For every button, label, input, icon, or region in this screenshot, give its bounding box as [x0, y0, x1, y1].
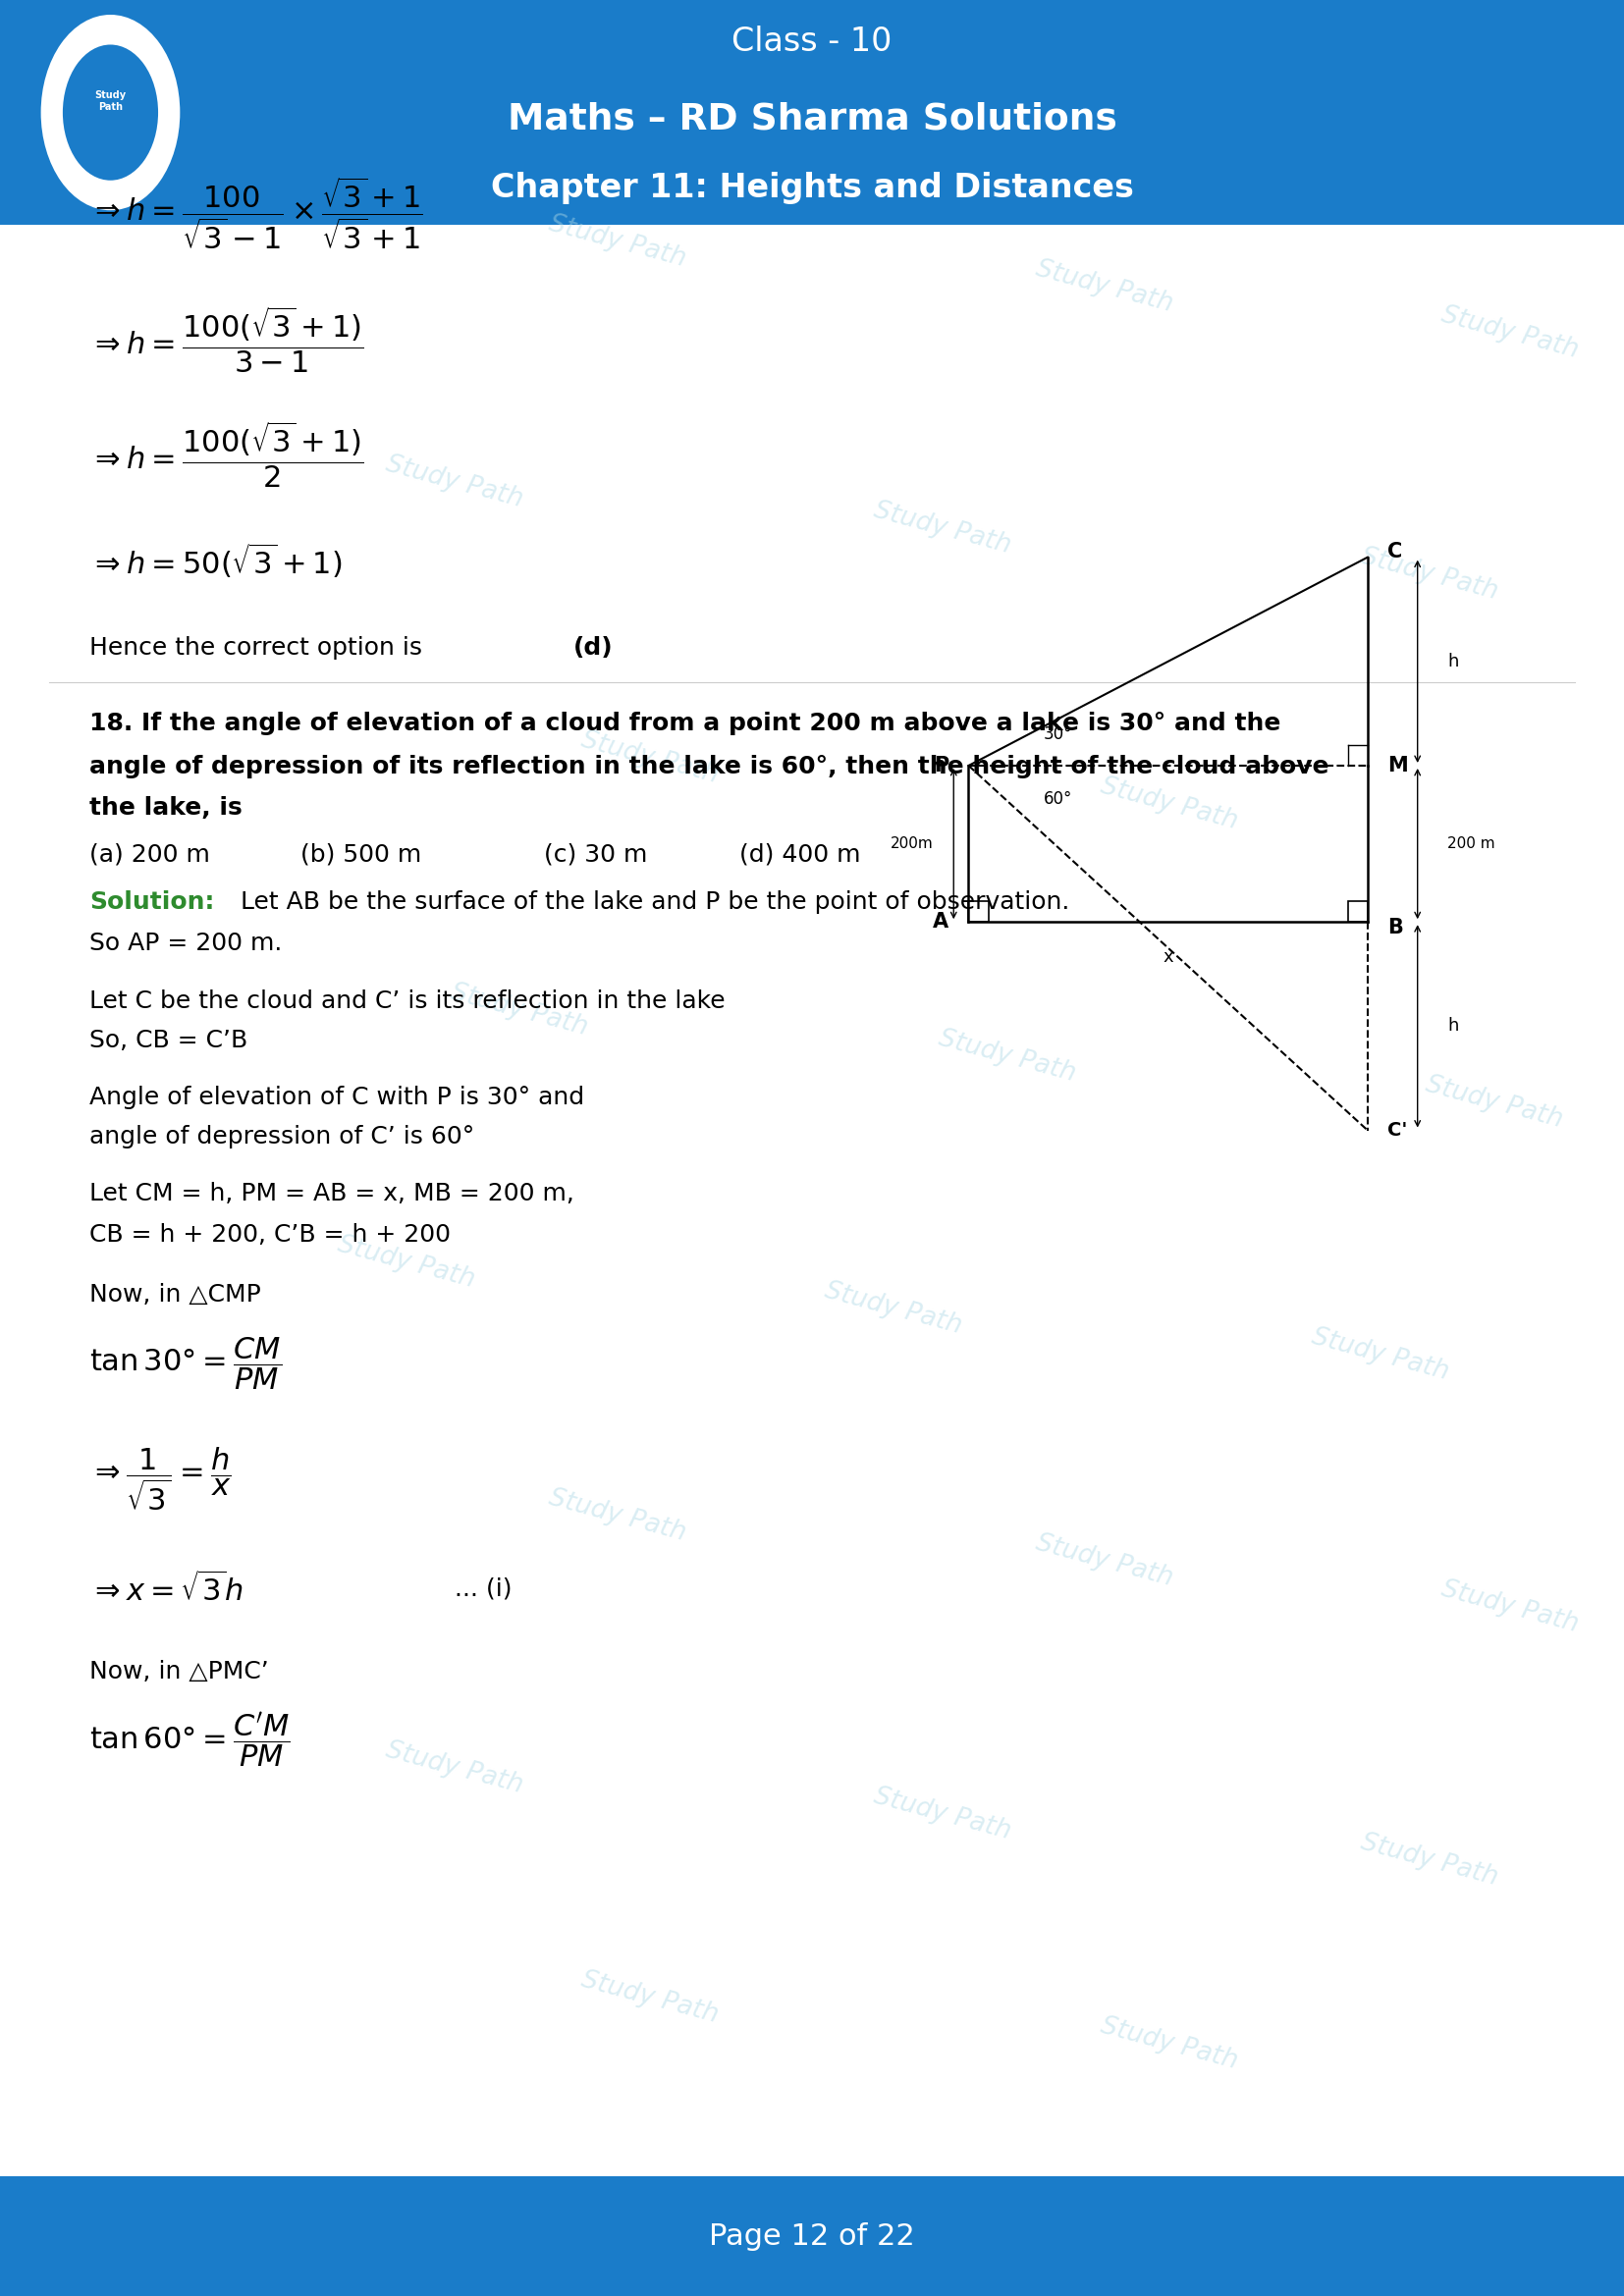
Text: $\Rightarrow h = \dfrac{100}{\sqrt{3}-1} \times \dfrac{\sqrt{3}+1}{\sqrt{3}+1}$: $\Rightarrow h = \dfrac{100}{\sqrt{3}-1}…	[89, 174, 422, 253]
Text: Maths – RD Sharma Solutions: Maths – RD Sharma Solutions	[507, 101, 1117, 138]
Text: $\tan 30° = \dfrac{CM}{PM}$: $\tan 30° = \dfrac{CM}{PM}$	[89, 1336, 283, 1391]
Text: $\tan 60° = \dfrac{C'M}{PM}$: $\tan 60° = \dfrac{C'M}{PM}$	[89, 1711, 291, 1770]
Text: $\Rightarrow \dfrac{1}{\sqrt{3}} = \dfrac{h}{x}$: $\Rightarrow \dfrac{1}{\sqrt{3}} = \dfra…	[89, 1444, 231, 1513]
Text: Study Path: Study Path	[448, 980, 591, 1040]
Text: Chapter 11: Heights and Distances: Chapter 11: Heights and Distances	[490, 172, 1134, 204]
Text: Study Path: Study Path	[1358, 1830, 1501, 1890]
Text: Study Path: Study Path	[935, 1026, 1078, 1086]
Text: Study Path: Study Path	[546, 1486, 689, 1545]
Text: angle of depression of its reflection in the lake is 60°, then the height of the: angle of depression of its reflection in…	[89, 755, 1328, 778]
Text: Study Path: Study Path	[1033, 1531, 1176, 1591]
Text: Study Path: Study Path	[1098, 2014, 1241, 2073]
Text: 60°: 60°	[1044, 790, 1072, 808]
Text: Let CM = h, PM = AB = x, MB = 200 m,: Let CM = h, PM = AB = x, MB = 200 m,	[89, 1182, 575, 1205]
Text: CB = h + 200, C’B = h + 200: CB = h + 200, C’B = h + 200	[89, 1224, 450, 1247]
Text: M: M	[1387, 755, 1408, 776]
Text: Study Path: Study Path	[1033, 257, 1176, 317]
Text: Study Path: Study Path	[335, 1233, 477, 1293]
Text: 200 m: 200 m	[1447, 836, 1496, 852]
Text: Study Path: Study Path	[1098, 774, 1241, 833]
Text: the lake, is: the lake, is	[89, 797, 242, 820]
Text: angle of depression of C’ is 60°: angle of depression of C’ is 60°	[89, 1125, 474, 1148]
Text: Study Path: Study Path	[578, 728, 721, 788]
Text: Study Path: Study Path	[383, 1738, 526, 1798]
Text: Study Path: Study Path	[383, 452, 526, 512]
Text: h: h	[1447, 652, 1458, 670]
Text: (d) 400 m: (d) 400 m	[739, 843, 861, 866]
Text: C': C'	[1387, 1120, 1408, 1139]
Text: Class - 10: Class - 10	[732, 25, 892, 57]
Text: Page 12 of 22: Page 12 of 22	[710, 2223, 914, 2250]
Text: $\Rightarrow x = \sqrt{3}h$: $\Rightarrow x = \sqrt{3}h$	[89, 1570, 244, 1607]
Text: Let AB be the surface of the lake and P be the point of observation.: Let AB be the surface of the lake and P …	[240, 891, 1070, 914]
Text: $\Rightarrow h = \dfrac{100(\sqrt{3}+1)}{3-1}$: $\Rightarrow h = \dfrac{100(\sqrt{3}+1)}…	[89, 305, 364, 374]
Text: $\Rightarrow h = \dfrac{100(\sqrt{3}+1)}{2}$: $\Rightarrow h = \dfrac{100(\sqrt{3}+1)}…	[89, 420, 364, 489]
Text: Study Path: Study Path	[578, 1968, 721, 2027]
Text: So AP = 200 m.: So AP = 200 m.	[89, 932, 283, 955]
Text: (c) 30 m: (c) 30 m	[544, 843, 648, 866]
Bar	[968, 900, 989, 923]
Text: Now, in △PMC’: Now, in △PMC’	[89, 1660, 268, 1683]
Text: Now, in △CMP: Now, in △CMP	[89, 1283, 261, 1306]
Bar	[0, 0, 1624, 225]
Text: B: B	[1387, 918, 1403, 937]
Text: So, CB = C’B: So, CB = C’B	[89, 1029, 247, 1052]
Text: Study Path: Study Path	[546, 211, 689, 271]
Text: ... (i): ... (i)	[455, 1577, 512, 1600]
Text: Study Path: Study Path	[822, 1279, 965, 1339]
Text: (d): (d)	[573, 636, 614, 659]
Text: 30°: 30°	[1044, 726, 1072, 744]
Text: A: A	[932, 912, 948, 932]
Text: Study Path: Study Path	[870, 1784, 1013, 1844]
Text: $\Rightarrow h = 50(\sqrt{3}+1)$: $\Rightarrow h = 50(\sqrt{3}+1)$	[89, 540, 343, 581]
Text: 18. If the angle of elevation of a cloud from a point 200 m above a lake is 30° : 18. If the angle of elevation of a cloud…	[89, 712, 1281, 735]
Text: Study Path: Study Path	[1423, 1072, 1566, 1132]
Text: (a) 200 m: (a) 200 m	[89, 843, 209, 866]
Text: Study Path: Study Path	[1439, 1577, 1582, 1637]
Text: P: P	[934, 755, 948, 776]
Text: Study Path: Study Path	[1439, 303, 1582, 363]
Text: Study Path: Study Path	[1309, 1325, 1452, 1384]
Bar	[0, 2177, 1624, 2296]
Text: (b) 500 m: (b) 500 m	[300, 843, 422, 866]
Text: Solution:: Solution:	[89, 891, 214, 914]
Text: Study Path: Study Path	[1358, 544, 1501, 604]
Text: Let C be the cloud and C’ is its reflection in the lake: Let C be the cloud and C’ is its reflect…	[89, 990, 726, 1013]
Circle shape	[42, 16, 179, 209]
Circle shape	[62, 44, 159, 181]
Text: x: x	[1163, 948, 1173, 967]
Text: Study Path: Study Path	[870, 498, 1013, 558]
Text: Angle of elevation of C with P is 30° and: Angle of elevation of C with P is 30° an…	[89, 1086, 585, 1109]
Text: C: C	[1387, 542, 1403, 563]
Text: 200m: 200m	[890, 836, 934, 852]
Text: Hence the correct option is: Hence the correct option is	[89, 636, 430, 659]
Text: h: h	[1447, 1017, 1458, 1035]
Text: Study
Path: Study Path	[94, 90, 127, 113]
Bar	[1348, 900, 1367, 923]
